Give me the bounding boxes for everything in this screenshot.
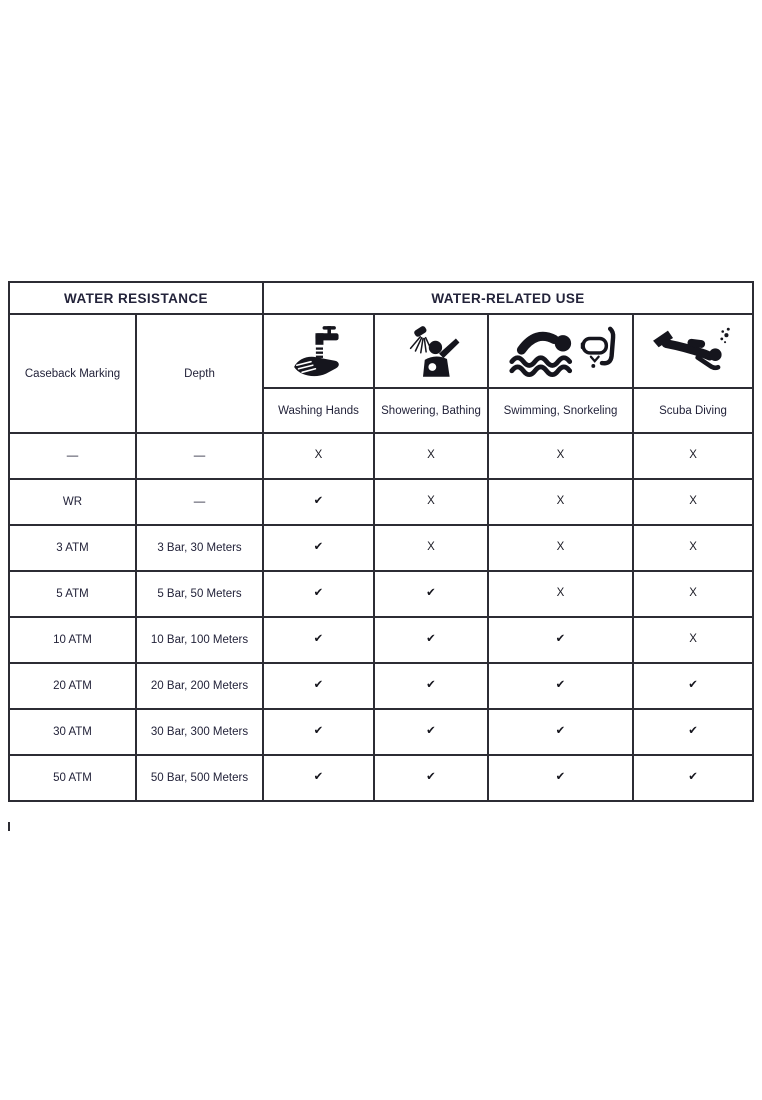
washing-hands-allowed-cell: ✔ (262, 616, 375, 664)
table-row: 3 ATM 3 Bar, 30 Meters ✔ X X X (8, 524, 755, 572)
swimming-snorkeling-allowed-cell: ✔ (487, 754, 634, 802)
table-row: 30 ATM 30 Bar, 300 Meters ✔ ✔ ✔ ✔ (8, 708, 755, 756)
swimming-snorkeling-allowed-cell: X (487, 524, 634, 572)
depth-cell: 10 Bar, 100 Meters (135, 616, 264, 664)
swimming-snorkeling-allowed-cell: ✔ (487, 662, 634, 710)
depth-cell: 5 Bar, 50 Meters (135, 570, 264, 618)
water-resistance-table: WATER RESISTANCE WATER-RELATED USE Caseb… (8, 281, 755, 831)
table-body: Caseback Marking Depth (8, 313, 755, 802)
swimming-snorkeling-icon-cell (487, 313, 634, 389)
caseback-marking-column-header: Caseback Marking (8, 313, 137, 434)
scuba-diving-allowed-cell: X (631, 432, 755, 480)
swimming-snorkeling-allowed-cell: X (487, 432, 634, 480)
caseback-marking-cell: 10 ATM (8, 616, 137, 664)
washing-hands-allowed-cell: ✔ (262, 754, 375, 802)
showering-bathing-allowed-cell: ✔ (373, 662, 489, 710)
use-label-showering-bathing: Showering, Bathing (373, 387, 489, 434)
showering-icon (409, 326, 460, 377)
showering-bathing-allowed-cell: X (373, 478, 489, 526)
washing-hands-icon-cell (262, 313, 375, 389)
washing-hands-allowed-cell: ✔ (262, 524, 375, 572)
scuba-diving-icon (653, 327, 730, 371)
caseback-marking-cell: — (8, 432, 137, 480)
scuba-diving-allowed-cell: X (631, 524, 755, 572)
showering-bathing-allowed-cell: ✔ (373, 708, 489, 756)
table-header-row: WATER RESISTANCE WATER-RELATED USE (8, 281, 755, 315)
table-row: 50 ATM 50 Bar, 500 Meters ✔ ✔ ✔ ✔ (8, 754, 755, 802)
washing-hands-allowed-cell: ✔ (262, 570, 375, 618)
swimming-snorkeling-allowed-cell: X (487, 570, 634, 618)
depth-cell: 30 Bar, 300 Meters (135, 708, 264, 756)
showering-bathing-allowed-cell: ✔ (373, 616, 489, 664)
showering-bathing-allowed-cell: X (373, 524, 489, 572)
caseback-marking-cell: 50 ATM (8, 754, 137, 802)
table-row: 5 ATM 5 Bar, 50 Meters ✔ ✔ X X (8, 570, 755, 618)
table-row: — — X X X X (8, 432, 755, 480)
water-resistance-header: WATER RESISTANCE (8, 281, 264, 315)
showering-bathing-allowed-cell: ✔ (373, 570, 489, 618)
table-row: 20 ATM 20 Bar, 200 Meters ✔ ✔ ✔ ✔ (8, 662, 755, 710)
use-label-swimming-snorkeling: Swimming, Snorkeling (487, 387, 634, 434)
scuba-diving-allowed-cell: ✔ (631, 708, 755, 756)
swimming-snorkeling-allowed-cell: ✔ (487, 708, 634, 756)
use-label-scuba-diving: Scuba Diving (631, 387, 755, 434)
caseback-marking-cell: 30 ATM (8, 708, 137, 756)
water-resistance-table-grid: WATER RESISTANCE WATER-RELATED USE Caseb… (8, 281, 755, 802)
swimming-snorkeling-allowed-cell: X (487, 478, 634, 526)
scuba-diving-allowed-cell: ✔ (631, 662, 755, 710)
caseback-marking-cell: WR (8, 478, 137, 526)
table-row: 10 ATM 10 Bar, 100 Meters ✔ ✔ ✔ X (8, 616, 755, 664)
use-icon-row: Caseback Marking Depth (8, 313, 755, 434)
showering-icon-cell (373, 313, 489, 389)
caseback-marking-cell: 5 ATM (8, 570, 137, 618)
washing-hands-icon (293, 326, 339, 377)
caseback-marking-cell: 3 ATM (8, 524, 137, 572)
depth-column-header: Depth (135, 313, 264, 434)
depth-cell: — (135, 478, 264, 526)
scuba-diving-icon-cell (631, 313, 755, 389)
use-label-washing-hands: Washing Hands (262, 387, 375, 434)
showering-bathing-allowed-cell: X (373, 432, 489, 480)
scuba-diving-allowed-cell: X (631, 570, 755, 618)
washing-hands-allowed-cell: X (262, 432, 375, 480)
showering-bathing-allowed-cell: ✔ (373, 754, 489, 802)
use-label-row: Washing Hands Showering, Bathing Swimmin… (9, 387, 755, 434)
table-left-border-stub (8, 822, 10, 831)
scuba-diving-allowed-cell: X (631, 616, 755, 664)
washing-hands-allowed-cell: ✔ (262, 478, 375, 526)
depth-cell: 20 Bar, 200 Meters (135, 662, 264, 710)
depth-cell: — (135, 432, 264, 480)
washing-hands-allowed-cell: ✔ (262, 708, 375, 756)
caseback-marking-cell: 20 ATM (8, 662, 137, 710)
washing-hands-allowed-cell: ✔ (262, 662, 375, 710)
swimming-snorkeling-allowed-cell: ✔ (487, 616, 634, 664)
scuba-diving-allowed-cell: X (631, 478, 755, 526)
scuba-diving-allowed-cell: ✔ (631, 754, 755, 802)
depth-cell: 50 Bar, 500 Meters (135, 754, 264, 802)
swimming-snorkeling-icon (508, 326, 615, 378)
water-related-use-header: WATER-RELATED USE (261, 281, 755, 315)
table-row: WR — ✔ X X X (8, 478, 755, 526)
depth-cell: 3 Bar, 30 Meters (135, 524, 264, 572)
